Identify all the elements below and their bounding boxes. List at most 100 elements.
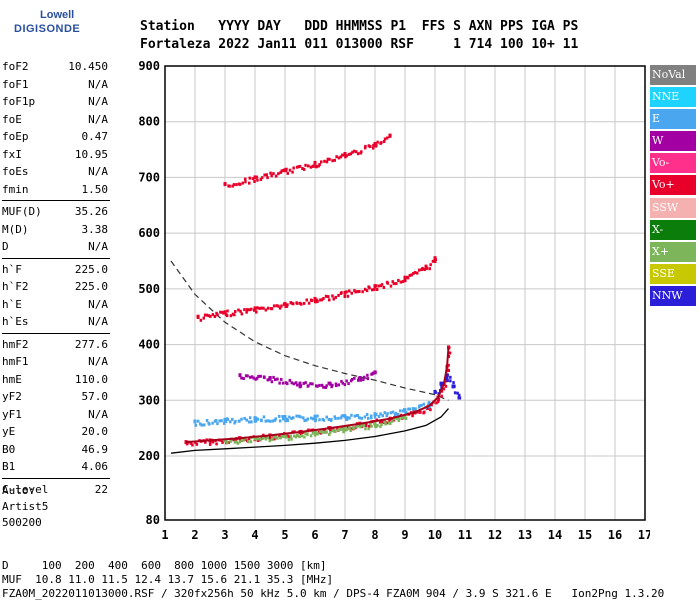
echo-point xyxy=(328,433,331,436)
data-point xyxy=(313,415,317,419)
echo-point xyxy=(387,421,391,425)
echo-point xyxy=(440,389,444,393)
echo-point xyxy=(298,435,301,439)
echo-point xyxy=(286,434,289,438)
echo-point xyxy=(414,407,417,411)
echo-point xyxy=(348,289,351,293)
data-point xyxy=(373,421,377,426)
echo-point xyxy=(244,180,247,184)
echo-point xyxy=(334,382,338,386)
param-row: MUF(D) 35.26 xyxy=(2,203,108,222)
echo-point xyxy=(194,441,197,445)
echo-point xyxy=(397,419,401,422)
echo-point xyxy=(318,383,321,387)
echo-point xyxy=(291,170,294,174)
echo-point xyxy=(314,418,317,422)
echo-point xyxy=(410,273,413,277)
echo-point xyxy=(377,284,380,288)
echo-point xyxy=(429,408,432,412)
echo-point xyxy=(325,415,328,419)
data-point xyxy=(343,152,347,156)
echo-point xyxy=(320,430,324,434)
echo-point xyxy=(290,381,293,385)
param-value: 57.0 xyxy=(81,390,109,403)
echo-point xyxy=(274,174,278,178)
echo-point xyxy=(303,435,306,439)
param-value: 10.450 xyxy=(68,60,108,73)
param-label: foEp xyxy=(2,130,29,143)
echo-point xyxy=(337,383,341,387)
param-separator xyxy=(2,200,110,201)
echo-point xyxy=(411,414,414,418)
echo-point xyxy=(255,376,259,380)
echo-point xyxy=(316,414,319,418)
y-tick-label: 200 xyxy=(138,449,160,463)
f-trace-line xyxy=(185,347,450,444)
x-tick-label: 10 xyxy=(428,528,442,542)
echo-point xyxy=(263,173,266,177)
param-value: N/A xyxy=(88,95,108,108)
echo-point xyxy=(332,297,335,301)
auto-program: Artist5 xyxy=(2,500,49,513)
legend-item: E xyxy=(650,109,696,130)
echo-point xyxy=(389,422,392,425)
echo-point xyxy=(407,407,410,411)
echo-point xyxy=(435,401,438,405)
echo-point xyxy=(254,377,257,381)
echo-point xyxy=(314,300,318,304)
data-point xyxy=(238,373,242,378)
data-point xyxy=(403,408,407,413)
echo-point xyxy=(305,418,308,422)
echo-point xyxy=(238,419,241,423)
echo-point xyxy=(361,290,364,294)
echo-point xyxy=(419,410,422,414)
echo-point xyxy=(256,306,259,310)
param-row: C-level 22 xyxy=(2,481,108,500)
echo-point xyxy=(298,164,302,168)
echo-point xyxy=(260,306,263,310)
echo-point xyxy=(444,379,448,383)
echo-point xyxy=(353,376,356,380)
echo-point xyxy=(322,385,325,389)
echo-point xyxy=(220,419,223,423)
echo-point xyxy=(319,430,322,434)
echo-point xyxy=(289,434,293,438)
echo-point xyxy=(302,381,305,385)
x-tick-label: 5 xyxy=(281,528,288,542)
echo-point xyxy=(271,419,275,423)
echo-point xyxy=(447,355,451,358)
x-tick-label: 1 xyxy=(161,528,168,542)
echo-point xyxy=(371,146,375,150)
echo-point xyxy=(320,383,324,387)
param-row: foEp 0.47 xyxy=(2,128,108,147)
param-separator xyxy=(2,477,110,479)
echo-point xyxy=(229,420,232,424)
echo-point xyxy=(290,417,293,420)
echo-point xyxy=(262,306,265,310)
station-header: Station YYYY DAY DDD HHMMSS P1 FFS S AXN… xyxy=(140,18,578,54)
echo-point xyxy=(272,375,275,379)
echo-point xyxy=(274,435,278,439)
echo-point xyxy=(322,418,326,422)
echo-point xyxy=(307,301,311,305)
echo-point xyxy=(347,152,351,156)
echo-point xyxy=(292,302,295,306)
echo-point xyxy=(358,416,361,420)
echo-point xyxy=(344,155,347,159)
echo-point xyxy=(404,279,407,283)
echo-point xyxy=(215,442,218,446)
legend-item: Vo- xyxy=(650,153,696,174)
legend-item: SSE xyxy=(650,263,696,284)
data-point xyxy=(343,414,347,419)
echo-point xyxy=(242,438,245,442)
echo-point xyxy=(379,412,382,416)
echo-point xyxy=(233,421,236,425)
x-tick-label: 15 xyxy=(578,528,592,542)
param-value: 46.9 xyxy=(81,442,109,456)
dashed-profile-curve xyxy=(170,260,449,401)
footer-distance-row: D 100 200 400 600 800 1000 1500 3000 [km… xyxy=(2,559,327,572)
echo-point xyxy=(367,144,371,148)
echo-point xyxy=(215,419,218,422)
echo-point xyxy=(311,417,315,421)
echo-point xyxy=(304,381,307,385)
